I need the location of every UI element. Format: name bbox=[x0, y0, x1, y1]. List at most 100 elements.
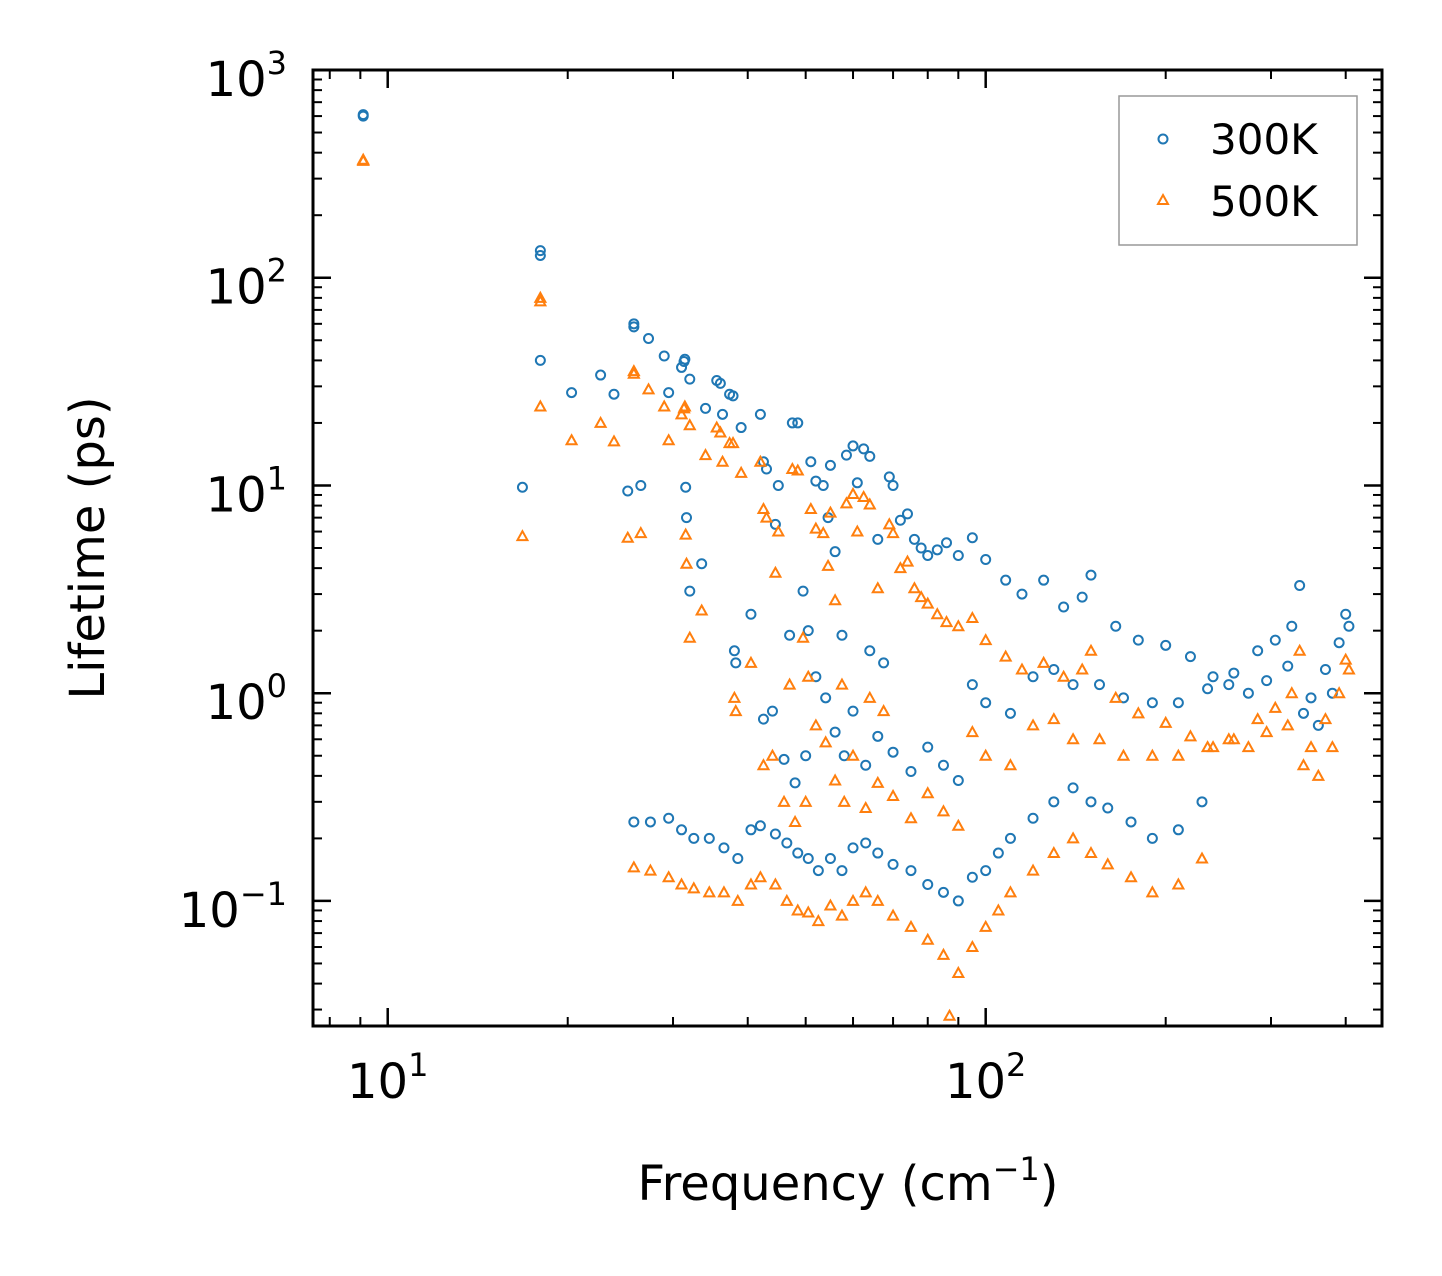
point-300K bbox=[684, 373, 696, 385]
point-300K bbox=[1067, 679, 1079, 691]
point-300K bbox=[1085, 796, 1097, 808]
point-500K bbox=[1116, 748, 1131, 761]
point-500K bbox=[921, 786, 935, 799]
point-300K bbox=[887, 858, 899, 870]
point-500K bbox=[1250, 712, 1265, 725]
point-300K bbox=[937, 759, 949, 771]
point-300K bbox=[1125, 816, 1137, 828]
point-300K bbox=[822, 512, 834, 524]
y-tick-label: 102 bbox=[206, 252, 287, 316]
legend: 300K 500K bbox=[1118, 95, 1358, 246]
point-500K bbox=[785, 461, 800, 475]
point-500K bbox=[791, 903, 805, 916]
point-500K bbox=[702, 885, 717, 898]
point-500K bbox=[863, 690, 877, 703]
legend-marker-500k bbox=[1156, 192, 1170, 205]
x-tick-label-base: 10 bbox=[945, 1054, 1006, 1110]
point-500K bbox=[818, 735, 833, 748]
x-tick-label: 101 bbox=[347, 1046, 428, 1110]
point-500K bbox=[768, 877, 783, 890]
point-300K bbox=[941, 537, 953, 549]
point-500K bbox=[876, 704, 891, 717]
point-300K bbox=[1027, 812, 1039, 824]
point-300K bbox=[1252, 645, 1264, 657]
point-300K bbox=[915, 542, 927, 554]
point-300K bbox=[792, 417, 804, 429]
point-300K bbox=[851, 477, 863, 489]
point-500K bbox=[871, 775, 885, 788]
point-300K bbox=[1305, 692, 1317, 704]
point-300K bbox=[1340, 608, 1352, 620]
point-500K bbox=[951, 619, 966, 632]
point-300K bbox=[745, 824, 757, 836]
point-300K bbox=[718, 842, 730, 854]
point-500K bbox=[683, 418, 697, 431]
point-500K bbox=[1003, 885, 1018, 898]
point-300K bbox=[887, 479, 899, 491]
point-500K bbox=[886, 788, 900, 801]
point-300K bbox=[1048, 796, 1060, 808]
point-500K bbox=[1075, 662, 1089, 675]
point-300K bbox=[840, 449, 852, 461]
point-300K bbox=[1058, 601, 1070, 613]
x-axis-label-main: Frequency (cm bbox=[637, 1156, 992, 1212]
point-300K bbox=[858, 443, 870, 455]
point-500K bbox=[921, 932, 935, 945]
point-300K bbox=[980, 554, 992, 566]
point-300K bbox=[872, 847, 884, 859]
point-300K bbox=[952, 550, 964, 562]
point-300K bbox=[769, 828, 781, 840]
point-500K bbox=[1332, 686, 1346, 699]
point-500K bbox=[893, 561, 908, 574]
point-300K bbox=[1282, 660, 1294, 672]
point-500K bbox=[1222, 732, 1236, 745]
y-tick-label-exp: 0 bbox=[267, 667, 287, 705]
y-tick-label: 100 bbox=[206, 667, 287, 731]
point-300K bbox=[732, 853, 744, 865]
point-300K bbox=[878, 657, 890, 669]
point-500K bbox=[1171, 748, 1186, 761]
point-300K bbox=[1038, 574, 1050, 586]
point-500K bbox=[801, 905, 815, 918]
point-500K bbox=[768, 565, 783, 578]
point-500K bbox=[886, 908, 900, 921]
point-500K bbox=[811, 914, 826, 927]
point-300K bbox=[703, 832, 715, 844]
point-300K bbox=[608, 388, 620, 400]
point-300K bbox=[1269, 634, 1281, 646]
point-500K bbox=[809, 718, 823, 731]
point-500K bbox=[821, 558, 835, 571]
point-500K bbox=[921, 596, 935, 609]
point-500K bbox=[837, 794, 851, 807]
legend-label-300k: 300K bbox=[1210, 115, 1319, 164]
point-500K bbox=[674, 877, 689, 890]
point-300K bbox=[1184, 651, 1196, 663]
point-500K bbox=[678, 399, 692, 412]
point-500K bbox=[991, 903, 1006, 916]
point-500K bbox=[1056, 669, 1071, 682]
point-500K bbox=[835, 908, 849, 921]
point-300K bbox=[1016, 588, 1028, 600]
point-300K bbox=[952, 895, 964, 907]
point-300K bbox=[766, 705, 778, 717]
point-500K bbox=[1281, 718, 1295, 731]
point-300K bbox=[534, 245, 546, 257]
y-tick-label-base: 10 bbox=[206, 52, 267, 108]
point-300K bbox=[784, 629, 796, 641]
series-500K bbox=[356, 152, 1356, 1021]
point-300K bbox=[1146, 697, 1158, 709]
point-300K bbox=[901, 508, 913, 520]
y-axis-label: Lifetime (ps) bbox=[60, 396, 116, 699]
point-300K bbox=[824, 459, 836, 471]
point-500K bbox=[1084, 846, 1098, 859]
point-500K bbox=[1124, 870, 1138, 883]
point-500K bbox=[965, 725, 980, 738]
point-500K bbox=[564, 433, 579, 446]
point-300K bbox=[860, 837, 872, 849]
point-300K bbox=[1094, 679, 1106, 691]
point-300K bbox=[829, 726, 841, 738]
point-500K bbox=[858, 800, 873, 814]
point-300K bbox=[800, 750, 812, 762]
x-tick-label-base: 10 bbox=[347, 1054, 408, 1110]
point-300K bbox=[714, 377, 726, 389]
